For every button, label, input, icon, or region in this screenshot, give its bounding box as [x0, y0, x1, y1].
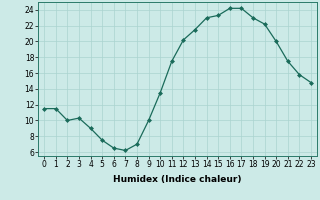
X-axis label: Humidex (Indice chaleur): Humidex (Indice chaleur) [113, 175, 242, 184]
